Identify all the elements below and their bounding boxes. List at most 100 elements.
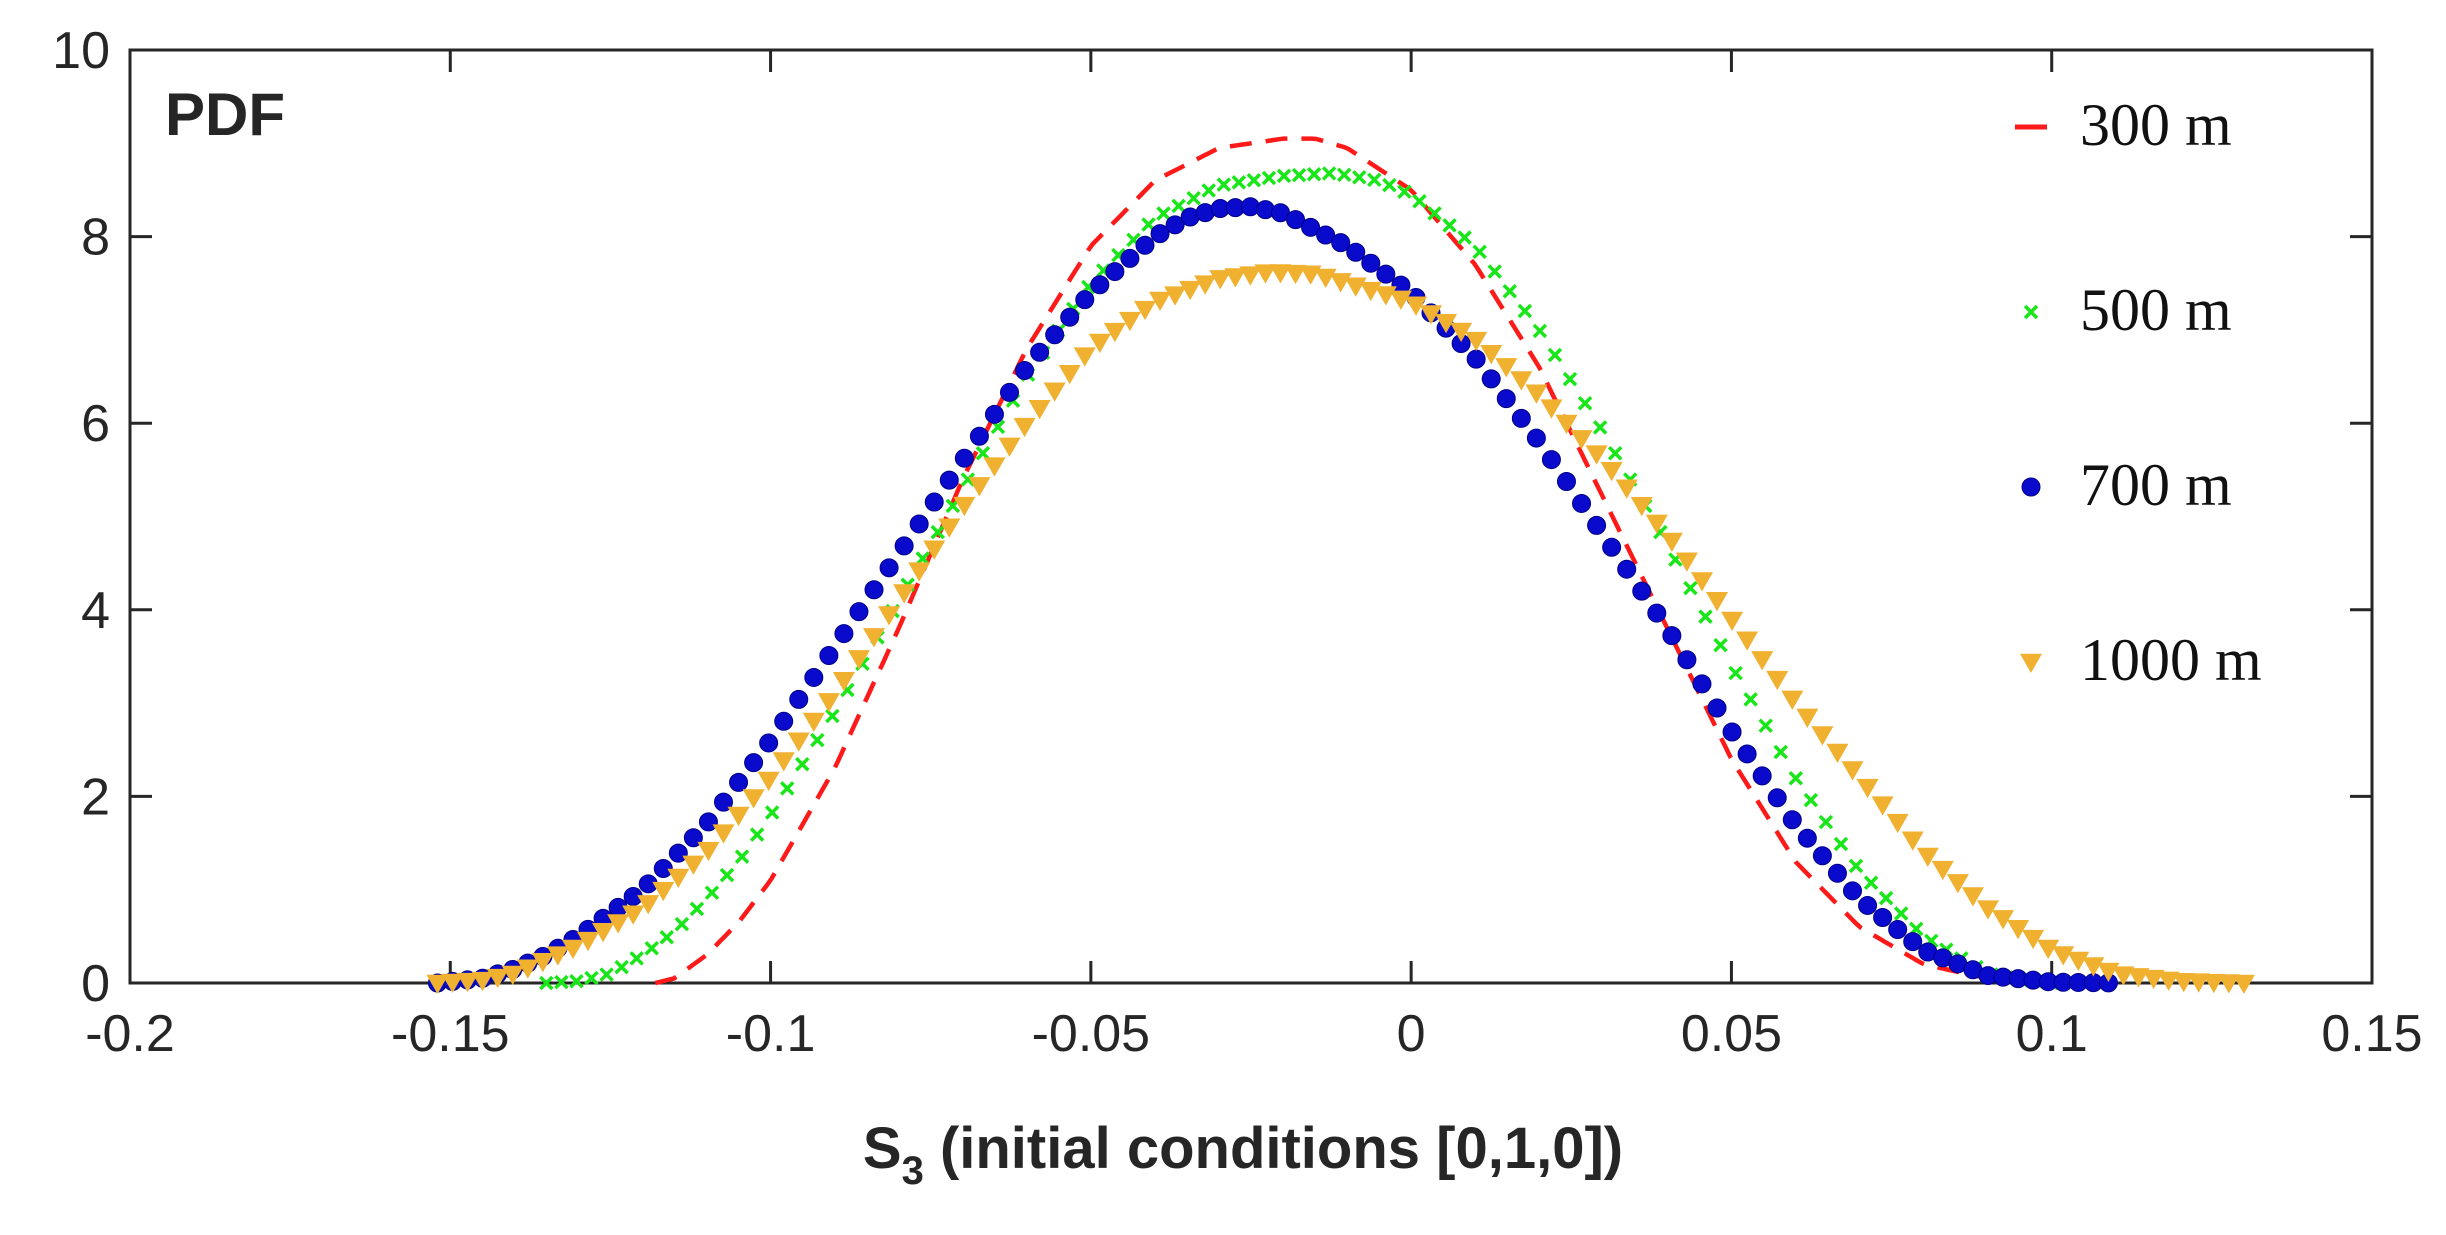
data-point [667, 868, 690, 889]
marker-stroke [1186, 190, 1201, 206]
data-point [1871, 796, 1894, 816]
data-point [1827, 863, 1847, 883]
data-point [719, 867, 735, 883]
data-point [1602, 537, 1622, 557]
legend-label: 500 m [2080, 277, 2232, 343]
data-point [653, 858, 673, 878]
data-point [1556, 472, 1576, 492]
data-point [1427, 206, 1442, 221]
data-point [1532, 323, 1548, 339]
data-point [1412, 194, 1427, 209]
marker-stroke [1683, 580, 1698, 596]
x-tick-label: 0 [1397, 1005, 1426, 1063]
data-point [1058, 364, 1081, 385]
marker-stroke [1878, 890, 1894, 906]
data-point [863, 628, 886, 648]
data-point [819, 646, 839, 666]
data-point [1015, 360, 1035, 380]
legend-swatch [2021, 477, 2041, 497]
data-point [1105, 262, 1125, 282]
data-point [764, 805, 780, 820]
data-point [1630, 497, 1653, 517]
data-point [1276, 168, 1292, 184]
data-point [2067, 951, 2090, 972]
marker-stroke [599, 967, 614, 982]
x-tick-label: -0.2 [85, 1005, 175, 1063]
data-point [832, 671, 855, 692]
x-axis-label: S3 (initial conditions [0,1,0]) [863, 1116, 1623, 1193]
data-point [878, 606, 901, 626]
marker-stroke [1607, 446, 1623, 461]
data-point [1660, 532, 1683, 553]
data-point [804, 667, 824, 687]
data-point [1246, 172, 1262, 188]
data-point [668, 843, 688, 863]
marker-stroke [779, 781, 795, 796]
marker-stroke [554, 974, 569, 990]
data-point [1722, 722, 1742, 742]
data-point [1088, 333, 1111, 354]
data-point [539, 975, 554, 991]
data-point [1450, 322, 1473, 343]
data-point [2172, 972, 2195, 993]
data-point [1301, 217, 1321, 237]
data-point [1615, 479, 1638, 499]
marker-stroke [1457, 230, 1472, 245]
data-point [1336, 167, 1352, 183]
marker-stroke [1743, 692, 1758, 707]
axes-layer: -0.2 -0.15 -0.1 -0.05 0 0.05 0.1 0.15 0 2 4 6 8 10 [52, 22, 2422, 1063]
series-500-m [539, 166, 2059, 991]
data-point [1028, 400, 1051, 420]
x-tick-label: -0.1 [726, 1005, 816, 1063]
data-point [734, 849, 750, 864]
data-point [742, 789, 765, 809]
marker-stroke [1412, 194, 1427, 209]
data-point [894, 536, 914, 556]
data-point [1647, 603, 1667, 623]
data-point [1856, 778, 1879, 799]
legend-label: 1000 m [2080, 627, 2262, 693]
data-point [1788, 770, 1804, 786]
data-point [1592, 420, 1608, 435]
data-point [441, 973, 464, 994]
data-point [1466, 349, 1486, 369]
data-point [1511, 408, 1531, 428]
data-point [2037, 939, 2060, 960]
marker-stroke [1472, 244, 1487, 260]
marker-stroke [1803, 792, 1819, 808]
marker-stroke [990, 419, 1006, 435]
y-tick-label: 4 [81, 582, 110, 640]
data-point [637, 895, 660, 915]
data-point [471, 971, 494, 992]
data-point [1286, 210, 1306, 230]
data-point [607, 914, 630, 934]
series-300-m [654, 136, 2052, 986]
marker-stroke [1442, 218, 1457, 233]
data-point [825, 708, 840, 724]
data-point [1587, 515, 1607, 535]
data-point [1239, 266, 1262, 286]
data-point [1331, 233, 1351, 253]
data-point [1903, 932, 1923, 952]
data-point [1782, 810, 1802, 830]
data-point [810, 732, 825, 748]
marker-stroke [1367, 172, 1382, 188]
data-point [704, 885, 720, 900]
data-point [1000, 382, 1020, 402]
data-point [1728, 665, 1743, 681]
data-point [712, 824, 735, 844]
y-tick-label: 0 [81, 955, 110, 1013]
data-point [1361, 253, 1381, 273]
marker-stroke [1758, 718, 1773, 733]
data-point [569, 974, 584, 989]
marker-stroke [689, 901, 705, 917]
data-point [849, 602, 869, 622]
marker-stroke [1427, 206, 1442, 221]
marker-stroke [810, 732, 825, 748]
marker-stroke [1517, 303, 1533, 319]
data-point [1472, 244, 1487, 260]
marker-stroke [795, 757, 810, 772]
marker-stroke [1698, 609, 1713, 624]
data-point [1752, 766, 1772, 786]
data-point [1171, 198, 1186, 214]
